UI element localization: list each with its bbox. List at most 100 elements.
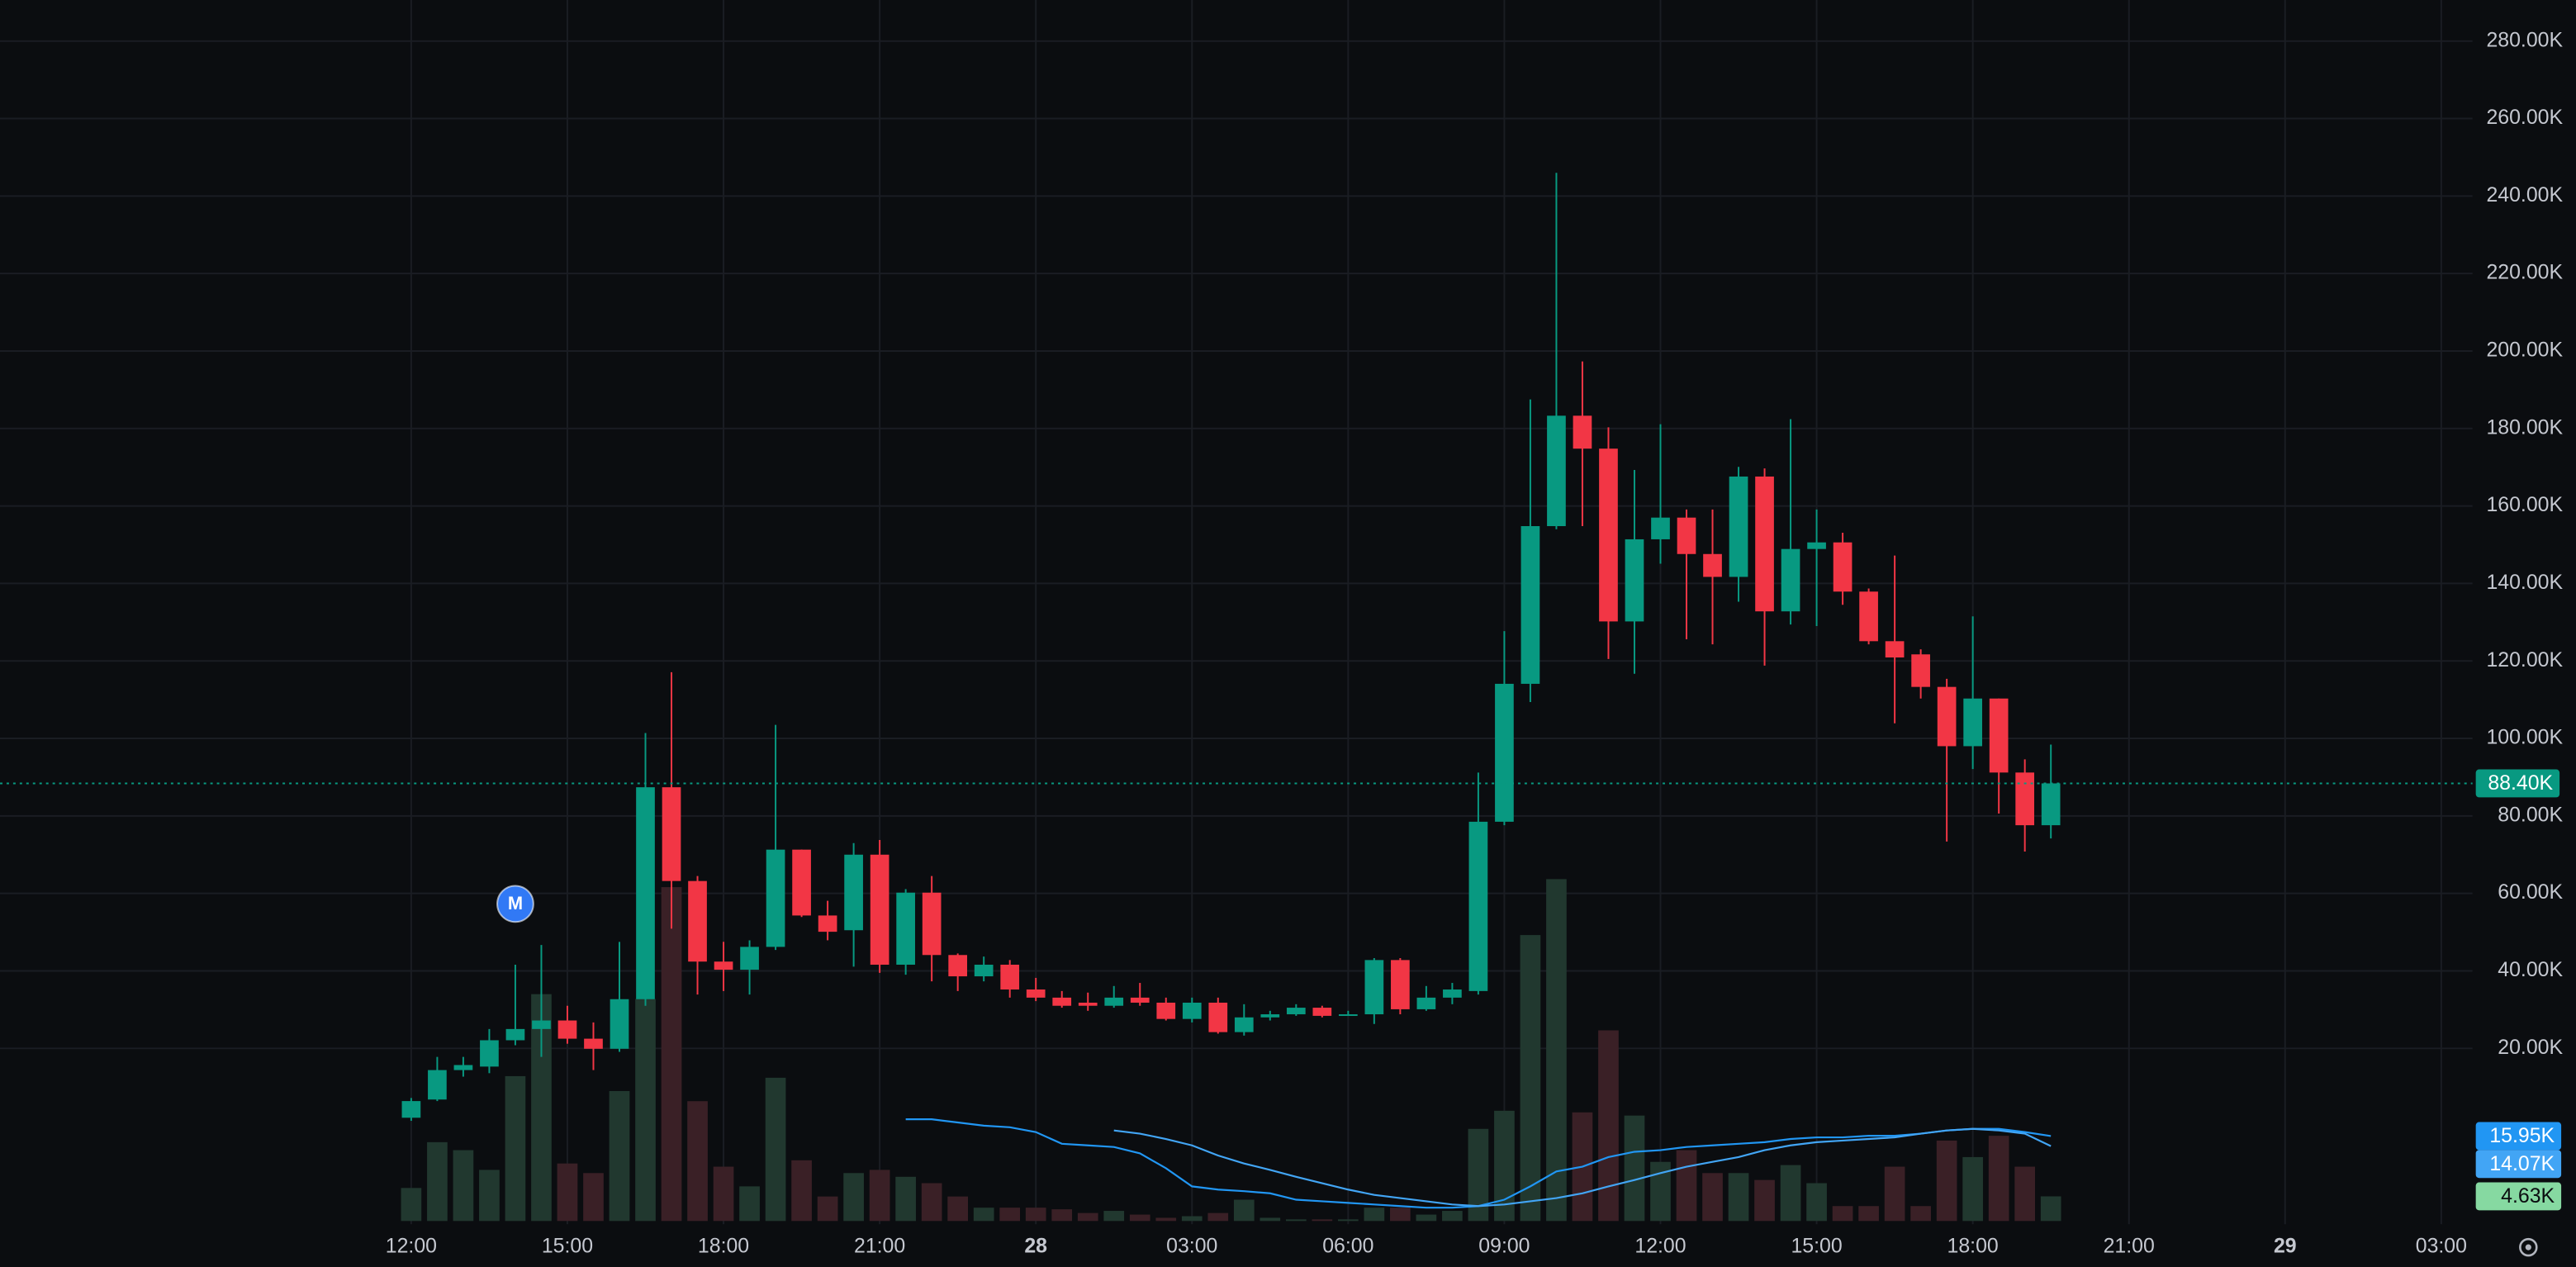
volume-bar: [557, 1163, 578, 1222]
candle-body: [662, 787, 681, 881]
candle: [1078, 992, 1098, 1011]
y-tick-label: 60.00K: [2498, 880, 2563, 904]
candle: [688, 876, 707, 995]
moving-average-line: [1113, 1127, 2052, 1208]
candle-body: [453, 1065, 473, 1070]
candle-body: [870, 854, 890, 965]
candle: [610, 942, 629, 1052]
volume-bar: [1676, 1150, 1697, 1222]
candle-body: [2015, 772, 2035, 826]
candle: [1000, 960, 1020, 998]
candle: [1286, 1004, 1306, 1016]
candle: [948, 953, 968, 991]
candle: [1104, 985, 1124, 1008]
volume-bar: [505, 1075, 526, 1222]
x-tick-label: 21:00: [854, 1235, 905, 1258]
x-tick-label: 28: [1024, 1235, 1047, 1258]
candle: [974, 956, 994, 982]
candle: [1599, 427, 1618, 659]
volume-bar: [427, 1141, 448, 1222]
settings-icon-center[interactable]: [2525, 1244, 2531, 1250]
candle: [1729, 467, 1748, 602]
last-value-label: 14.07K: [2489, 1152, 2555, 1175]
candle-body: [818, 915, 837, 932]
candle: [1963, 616, 1982, 770]
candle-body: [1286, 1008, 1306, 1015]
x-tick-label: 06:00: [1322, 1235, 1373, 1258]
volume-bar: [1806, 1183, 1827, 1222]
volume-bar: [1103, 1211, 1125, 1222]
candle: [1156, 997, 1176, 1021]
y-tick-label: 100.00K: [2486, 726, 2563, 749]
candle-body: [1234, 1017, 1254, 1032]
volume-bar: [1546, 879, 1567, 1222]
volume-bar: [1858, 1206, 1879, 1222]
candle: [1416, 985, 1436, 1011]
candle-body: [532, 1020, 551, 1029]
volume-bar: [765, 1077, 786, 1222]
candle-body: [1885, 641, 1905, 658]
candle: [532, 945, 551, 1057]
volume-bar: [2040, 1196, 2061, 1222]
candle: [870, 839, 890, 973]
candle: [1026, 977, 1046, 1002]
candle-body: [1729, 476, 1748, 577]
candle-body: [1000, 964, 1020, 990]
candle-body: [505, 1028, 525, 1041]
volume-bar: [661, 887, 682, 1222]
candle: [1468, 772, 1488, 995]
x-tick-label: 29: [2274, 1235, 2297, 1258]
volume-bar: [1390, 1208, 1411, 1222]
volume-bar: [869, 1170, 890, 1222]
candle-body: [1833, 542, 1853, 592]
volume-bar: [999, 1208, 1021, 1222]
candle-body: [766, 849, 785, 947]
candle-body: [1703, 553, 1722, 577]
candle-body: [1755, 476, 1774, 612]
candle: [1260, 1010, 1280, 1021]
x-tick-label: 18:00: [698, 1235, 749, 1258]
candle-body: [1052, 997, 1072, 1006]
settings-icon[interactable]: [2519, 1237, 2538, 1257]
candle-body: [974, 964, 994, 977]
volume-bar: [635, 999, 656, 1222]
candle: [1859, 588, 1878, 645]
x-tick-label: 03:00: [1166, 1235, 1217, 1258]
volume-bar: [583, 1173, 604, 1222]
x-tick-label: 12:00: [1634, 1235, 1686, 1258]
candle: [1833, 532, 1853, 605]
settings-button[interactable]: [2519, 1237, 2538, 1257]
candle: [662, 671, 681, 929]
volume-bar: [453, 1150, 474, 1222]
volume-bar: [739, 1186, 760, 1222]
candle-body: [636, 787, 655, 999]
candle: [557, 1005, 577, 1044]
y-tick-label: 260.00K: [2486, 106, 2563, 129]
candle: [1339, 1010, 1358, 1017]
candle-body: [1547, 415, 1566, 527]
volume-bar: [1285, 1219, 1307, 1222]
volume-bar: [1207, 1212, 1229, 1222]
volume-bar: [921, 1183, 942, 1222]
candle-body: [428, 1070, 447, 1100]
candle-body: [1989, 698, 2009, 773]
candle: [1755, 468, 1774, 666]
candle-body: [1495, 683, 1514, 822]
volume-bar: [609, 1090, 630, 1222]
candle-body: [714, 961, 733, 970]
volume-bar: [479, 1170, 500, 1222]
y-tick-label: 280.00K: [2486, 28, 2563, 51]
candle: [1520, 399, 1540, 702]
candle: [505, 964, 525, 1046]
candle: [584, 1022, 603, 1070]
candle: [1312, 1005, 1332, 1018]
candle-body: [1807, 542, 1826, 549]
candle-body: [557, 1020, 577, 1039]
candle-body: [896, 892, 915, 965]
y-tick-label: 80.00K: [2498, 803, 2563, 826]
candle: [401, 1098, 421, 1122]
volume-bar: [1494, 1110, 1515, 1222]
candle: [1703, 509, 1722, 645]
